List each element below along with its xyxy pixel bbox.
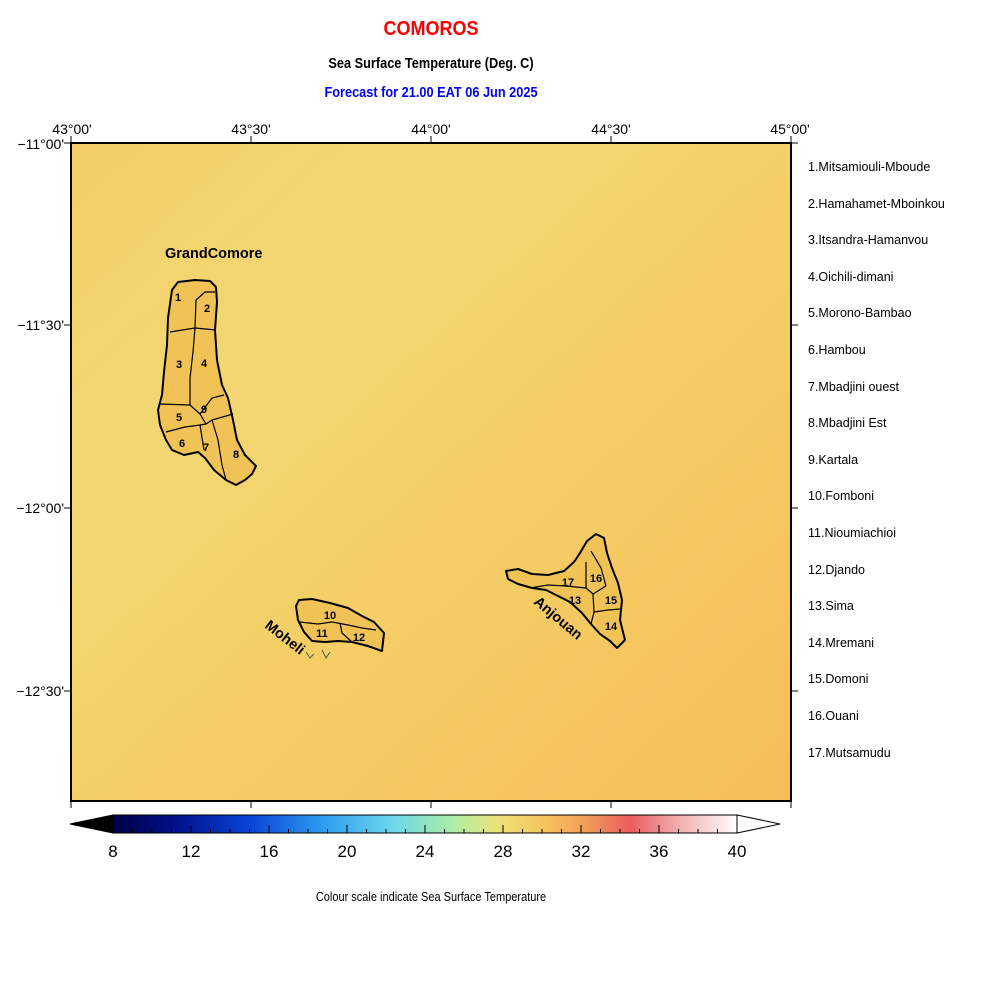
map-title: COMOROS xyxy=(383,18,479,40)
colorbar-label: 12 xyxy=(181,842,201,861)
lon-tick-label: 45°00' xyxy=(770,121,810,137)
region-legend: 1.Mitsamiouli-Mboude 2.Hamahamet-Mboinko… xyxy=(808,150,945,772)
legend-item: 12.Djando xyxy=(808,562,865,577)
legend-item: 8.Mbadjini Est xyxy=(808,416,887,431)
region-number: 12 xyxy=(353,632,365,644)
lat-tick-label: −11°30' xyxy=(17,317,64,333)
region-number: 13 xyxy=(569,595,581,607)
map-frame xyxy=(70,142,792,802)
map-subtitle: Sea Surface Temperature (Deg. C) xyxy=(328,55,534,72)
region-number: 10 xyxy=(324,610,336,622)
legend-item: 16.Ouani xyxy=(808,708,859,723)
legend-item: 2.Hamahamet-Mboinkou xyxy=(808,196,945,211)
colorbar-label: 20 xyxy=(337,842,357,861)
lat-tick-label: −12°00' xyxy=(16,500,64,516)
legend-item: 4.Oichili-dimani xyxy=(808,269,894,284)
colorbar xyxy=(69,814,781,834)
moheli-island xyxy=(295,598,385,659)
lon-tick-label: 43°30' xyxy=(231,121,271,137)
forecast-time: Forecast for 21.00 EAT 06 Jun 2025 xyxy=(324,84,538,101)
region-number: 7 xyxy=(203,442,209,454)
lon-tick-label: 43°00' xyxy=(52,121,92,137)
colorbar-label: 32 xyxy=(571,842,591,861)
legend-item: 5.Morono-Bambao xyxy=(808,306,912,321)
lat-tick-label: −12°30' xyxy=(16,683,64,699)
region-number: 6 xyxy=(179,438,185,450)
colorbar-label: 28 xyxy=(493,842,513,861)
legend-item: 6.Hambou xyxy=(808,342,866,357)
legend-item: 15.Domoni xyxy=(808,672,869,687)
region-number: 8 xyxy=(233,449,239,461)
colorbar-label: 16 xyxy=(259,842,279,861)
region-number: 17 xyxy=(562,577,574,589)
region-number: 11 xyxy=(316,628,328,640)
region-number: 5 xyxy=(176,412,182,424)
anjouan-island xyxy=(505,533,626,649)
legend-item: 13.Sima xyxy=(808,599,854,614)
lat-tick-label: −11°00' xyxy=(17,136,64,152)
legend-item: 1.Mitsamiouli-Mboude xyxy=(808,160,931,174)
region-number: 3 xyxy=(176,359,182,371)
region-number: 14 xyxy=(605,621,618,633)
colorbar-caption: Colour scale indicate Sea Surface Temper… xyxy=(315,890,547,904)
region-number: 1 xyxy=(175,292,181,304)
legend-item: 14.Mremani xyxy=(808,635,874,650)
lon-tick-label: 44°00' xyxy=(411,121,451,137)
region-number: 9 xyxy=(201,404,207,416)
map-ticks xyxy=(64,136,798,808)
region-number: 2 xyxy=(204,303,210,315)
legend-item: 11.Nioumiachioi xyxy=(808,525,897,540)
region-number: 4 xyxy=(201,358,208,370)
legend-item: 9.Kartala xyxy=(808,452,859,467)
region-number: 15 xyxy=(605,595,617,607)
colorbar-low-arrow xyxy=(69,814,114,834)
grand-comore-island xyxy=(157,279,257,486)
colorbar-label: 36 xyxy=(649,842,669,861)
colorbar-label: 8 xyxy=(108,842,118,861)
lon-tick-label: 44°30' xyxy=(591,121,631,137)
island-label-grand-comore: GrandComore xyxy=(165,246,263,262)
legend-item: 17.Mutsamudu xyxy=(808,745,891,760)
colorbar-high-arrow xyxy=(736,814,781,834)
legend-item: 10.Fomboni xyxy=(808,489,875,504)
colorbar-label: 24 xyxy=(415,842,435,861)
legend-item: 7.Mbadjini ouest xyxy=(808,379,900,394)
sea-surface xyxy=(71,143,791,801)
region-number: 16 xyxy=(590,573,602,585)
legend-item: 3.Itsandra-Hamanvou xyxy=(808,233,929,248)
colorbar-label: 40 xyxy=(727,842,747,861)
